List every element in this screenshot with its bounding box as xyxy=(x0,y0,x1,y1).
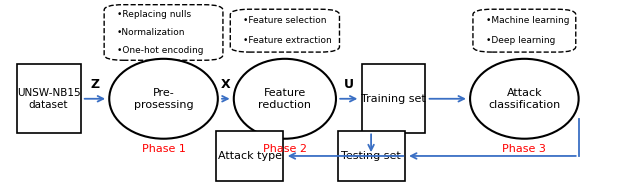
Ellipse shape xyxy=(234,59,336,139)
Text: Phase 2: Phase 2 xyxy=(263,144,307,154)
FancyBboxPatch shape xyxy=(104,5,223,60)
Text: Training set: Training set xyxy=(361,94,426,104)
Text: Pre-
prosessing: Pre- prosessing xyxy=(134,88,193,110)
Ellipse shape xyxy=(470,59,579,139)
FancyBboxPatch shape xyxy=(230,9,339,52)
Text: •Replacing nulls: •Replacing nulls xyxy=(117,10,191,19)
Bar xyxy=(337,130,404,181)
Text: Z: Z xyxy=(91,78,100,91)
Text: Phase 3: Phase 3 xyxy=(502,144,547,154)
Text: Phase 1: Phase 1 xyxy=(141,144,186,154)
Text: •Feature selection: •Feature selection xyxy=(243,16,326,25)
Text: U: U xyxy=(344,78,354,91)
Ellipse shape xyxy=(109,59,218,139)
Bar xyxy=(362,64,426,133)
FancyBboxPatch shape xyxy=(473,9,576,52)
Text: Attack type: Attack type xyxy=(218,151,282,161)
Text: •Machine learning: •Machine learning xyxy=(486,16,569,25)
Text: Feature
reduction: Feature reduction xyxy=(259,88,312,110)
Text: •Feature extraction: •Feature extraction xyxy=(243,36,332,45)
Text: X: X xyxy=(221,78,230,91)
Text: Attack
classification: Attack classification xyxy=(488,88,561,110)
Text: •Normalization: •Normalization xyxy=(117,28,186,37)
Text: •One-hot encoding: •One-hot encoding xyxy=(117,46,204,55)
Bar xyxy=(17,64,81,133)
Text: •Deep learning: •Deep learning xyxy=(486,36,555,45)
Text: UNSW-NB15
dataset: UNSW-NB15 dataset xyxy=(17,88,81,110)
Text: Testing set: Testing set xyxy=(341,151,401,161)
Bar xyxy=(216,130,284,181)
